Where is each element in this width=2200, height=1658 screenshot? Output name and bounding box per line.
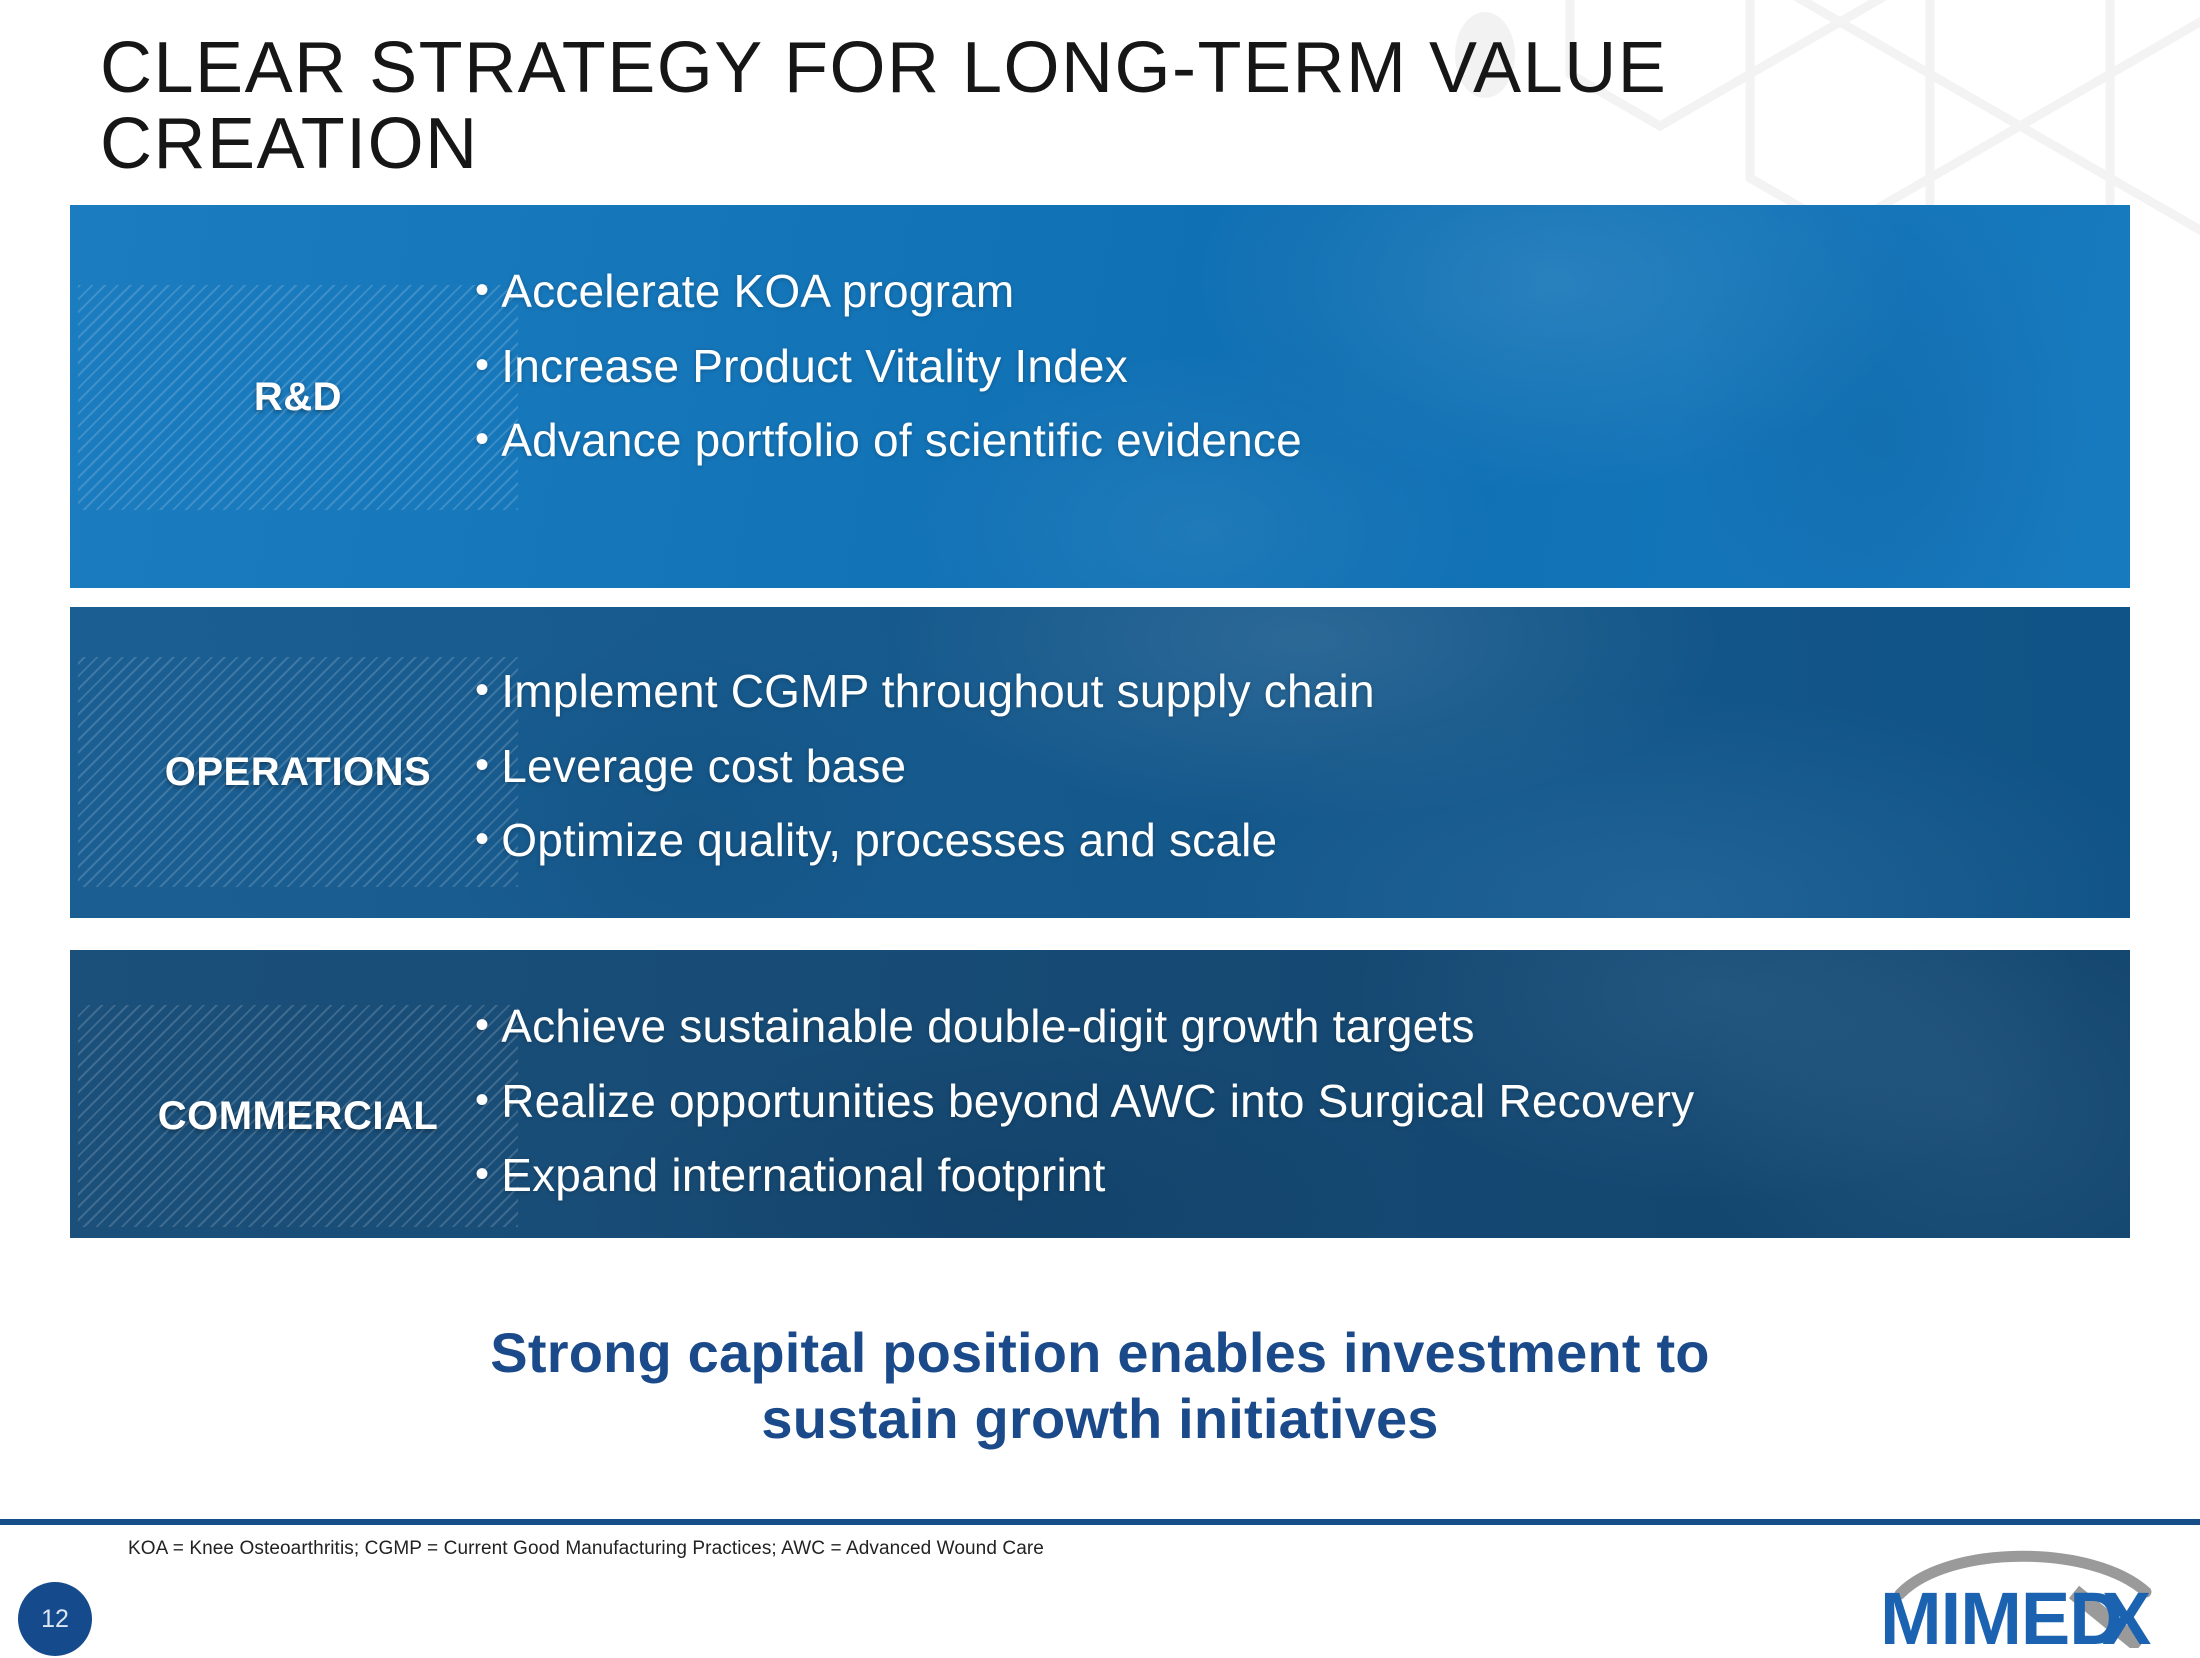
page-number-badge: 12 [18,1582,92,1656]
mimedx-logo: MIMED X [1878,1548,2178,1648]
list-item: • Achieve sustainable double-digit growt… [475,1000,2100,1052]
bullet-dot-icon: • [475,742,490,787]
band-bullets-commercial: • Achieve sustainable double-digit growt… [475,1000,2100,1226]
list-item-text: Advance portfolio of scientific evidence [501,414,1302,467]
tagline: Strong capital position enables investme… [200,1320,2000,1452]
list-item-text: Accelerate KOA program [501,265,1015,317]
list-item-text: Leverage cost base [501,739,907,792]
svg-text:MIMED: MIMED [1880,1577,2122,1648]
decorative-ellipse [1455,12,1515,98]
list-item: • Increase Product Vitality Index [475,339,2100,392]
bullet-dot-icon: • [475,342,490,387]
bullet-dot-icon: • [475,1077,490,1122]
list-item-text: Expand international footprint [501,1149,1106,1202]
list-item: • Expand international footprint [475,1151,2100,1201]
strategy-band-operations: OPERATIONS • Implement CGMP throughout s… [70,607,2130,918]
tagline-line-1: Strong capital position enables investme… [490,1321,1710,1384]
band-label-plate-commercial: COMMERCIAL [78,1005,518,1227]
footer-divider [0,1519,2200,1525]
list-item: • Advance portfolio of scientific eviden… [475,416,2100,466]
page-title: CLEAR STRATEGY FOR LONG-TERM VALUE CREAT… [100,28,1668,185]
band-label-rd: R&D [253,375,343,419]
band-texture [70,607,2130,918]
strategy-band-rd: R&D • Accelerate KOA program • Increase … [70,205,2130,588]
band-texture [70,950,2130,1238]
list-item: • Accelerate KOA program [475,265,2100,317]
bullet-dot-icon: • [475,668,490,712]
strategy-band-commercial: COMMERCIAL • Achieve sustainable double-… [70,950,2130,1238]
band-label-plate-rd: R&D [78,285,518,510]
footnote-text: KOA = Knee Osteoarthritis; CGMP = Curren… [128,1538,1044,1559]
band-bullets-operations: • Implement CGMP throughout supply chain… [475,665,2100,891]
bullet-dot-icon: • [475,817,490,862]
svg-text:X: X [2102,1577,2151,1648]
bullet-dot-icon: • [475,268,490,312]
band-label-commercial: COMMERCIAL [157,1093,439,1138]
band-label-operations: OPERATIONS [164,749,432,794]
list-item-text: Increase Product Vitality Index [501,339,1128,392]
band-label-plate-operations: OPERATIONS [78,657,518,887]
tagline-line-2: sustain growth initiatives [761,1387,1439,1451]
list-item: • Optimize quality, processes and scale [475,816,2100,866]
band-texture [70,205,2130,588]
list-item: • Implement CGMP throughout supply chain [475,665,2100,717]
bullet-dot-icon: • [475,1003,490,1047]
list-item: • Realize opportunities beyond AWC into … [475,1074,2100,1127]
list-item: • Leverage cost base [475,739,2100,792]
list-item-text: Realize opportunities beyond AWC into Su… [501,1074,1695,1127]
bullet-dot-icon: • [475,417,490,462]
list-item-text: Achieve sustainable double-digit growth … [501,1000,1475,1052]
band-bullets-rd: • Accelerate KOA program • Increase Prod… [475,265,2100,491]
bullet-dot-icon: • [475,1152,490,1197]
list-item-text: Implement CGMP throughout supply chain [501,665,1375,717]
list-item-text: Optimize quality, processes and scale [501,814,1278,867]
